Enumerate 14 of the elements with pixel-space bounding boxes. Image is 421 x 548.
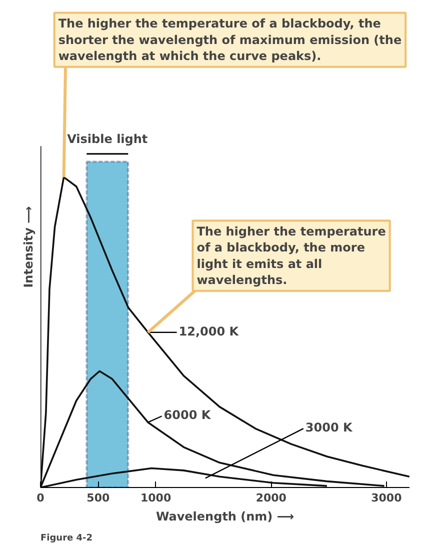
x-tick-label: 3000	[371, 492, 402, 504]
caption: Figure 4-2	[40, 534, 93, 544]
annotation: The higher the temperature of a blackbody, the more light it emits at all wavelengths.	[196, 224, 386, 287]
series-label: 6000 K	[164, 408, 212, 422]
band-label: Visible light	[67, 132, 148, 146]
x-tick-label: 1000	[140, 492, 172, 504]
annotation: The higher the temperature of a blackbody, the shorter the wavelength of maximum emission (the wavelength at which the curve peaks).	[58, 16, 402, 63]
x-tick-label: 500	[86, 492, 110, 504]
x-tick-label: 0	[36, 492, 45, 504]
y-axis-title: Intensity ⟶	[22, 206, 36, 288]
x-axis-title: Wavelength (nm) ⟶	[156, 510, 294, 524]
text: 3000 K	[305, 420, 353, 435]
series-label: 12,000 K	[178, 324, 240, 338]
x-tick-label: 2000	[256, 492, 287, 504]
